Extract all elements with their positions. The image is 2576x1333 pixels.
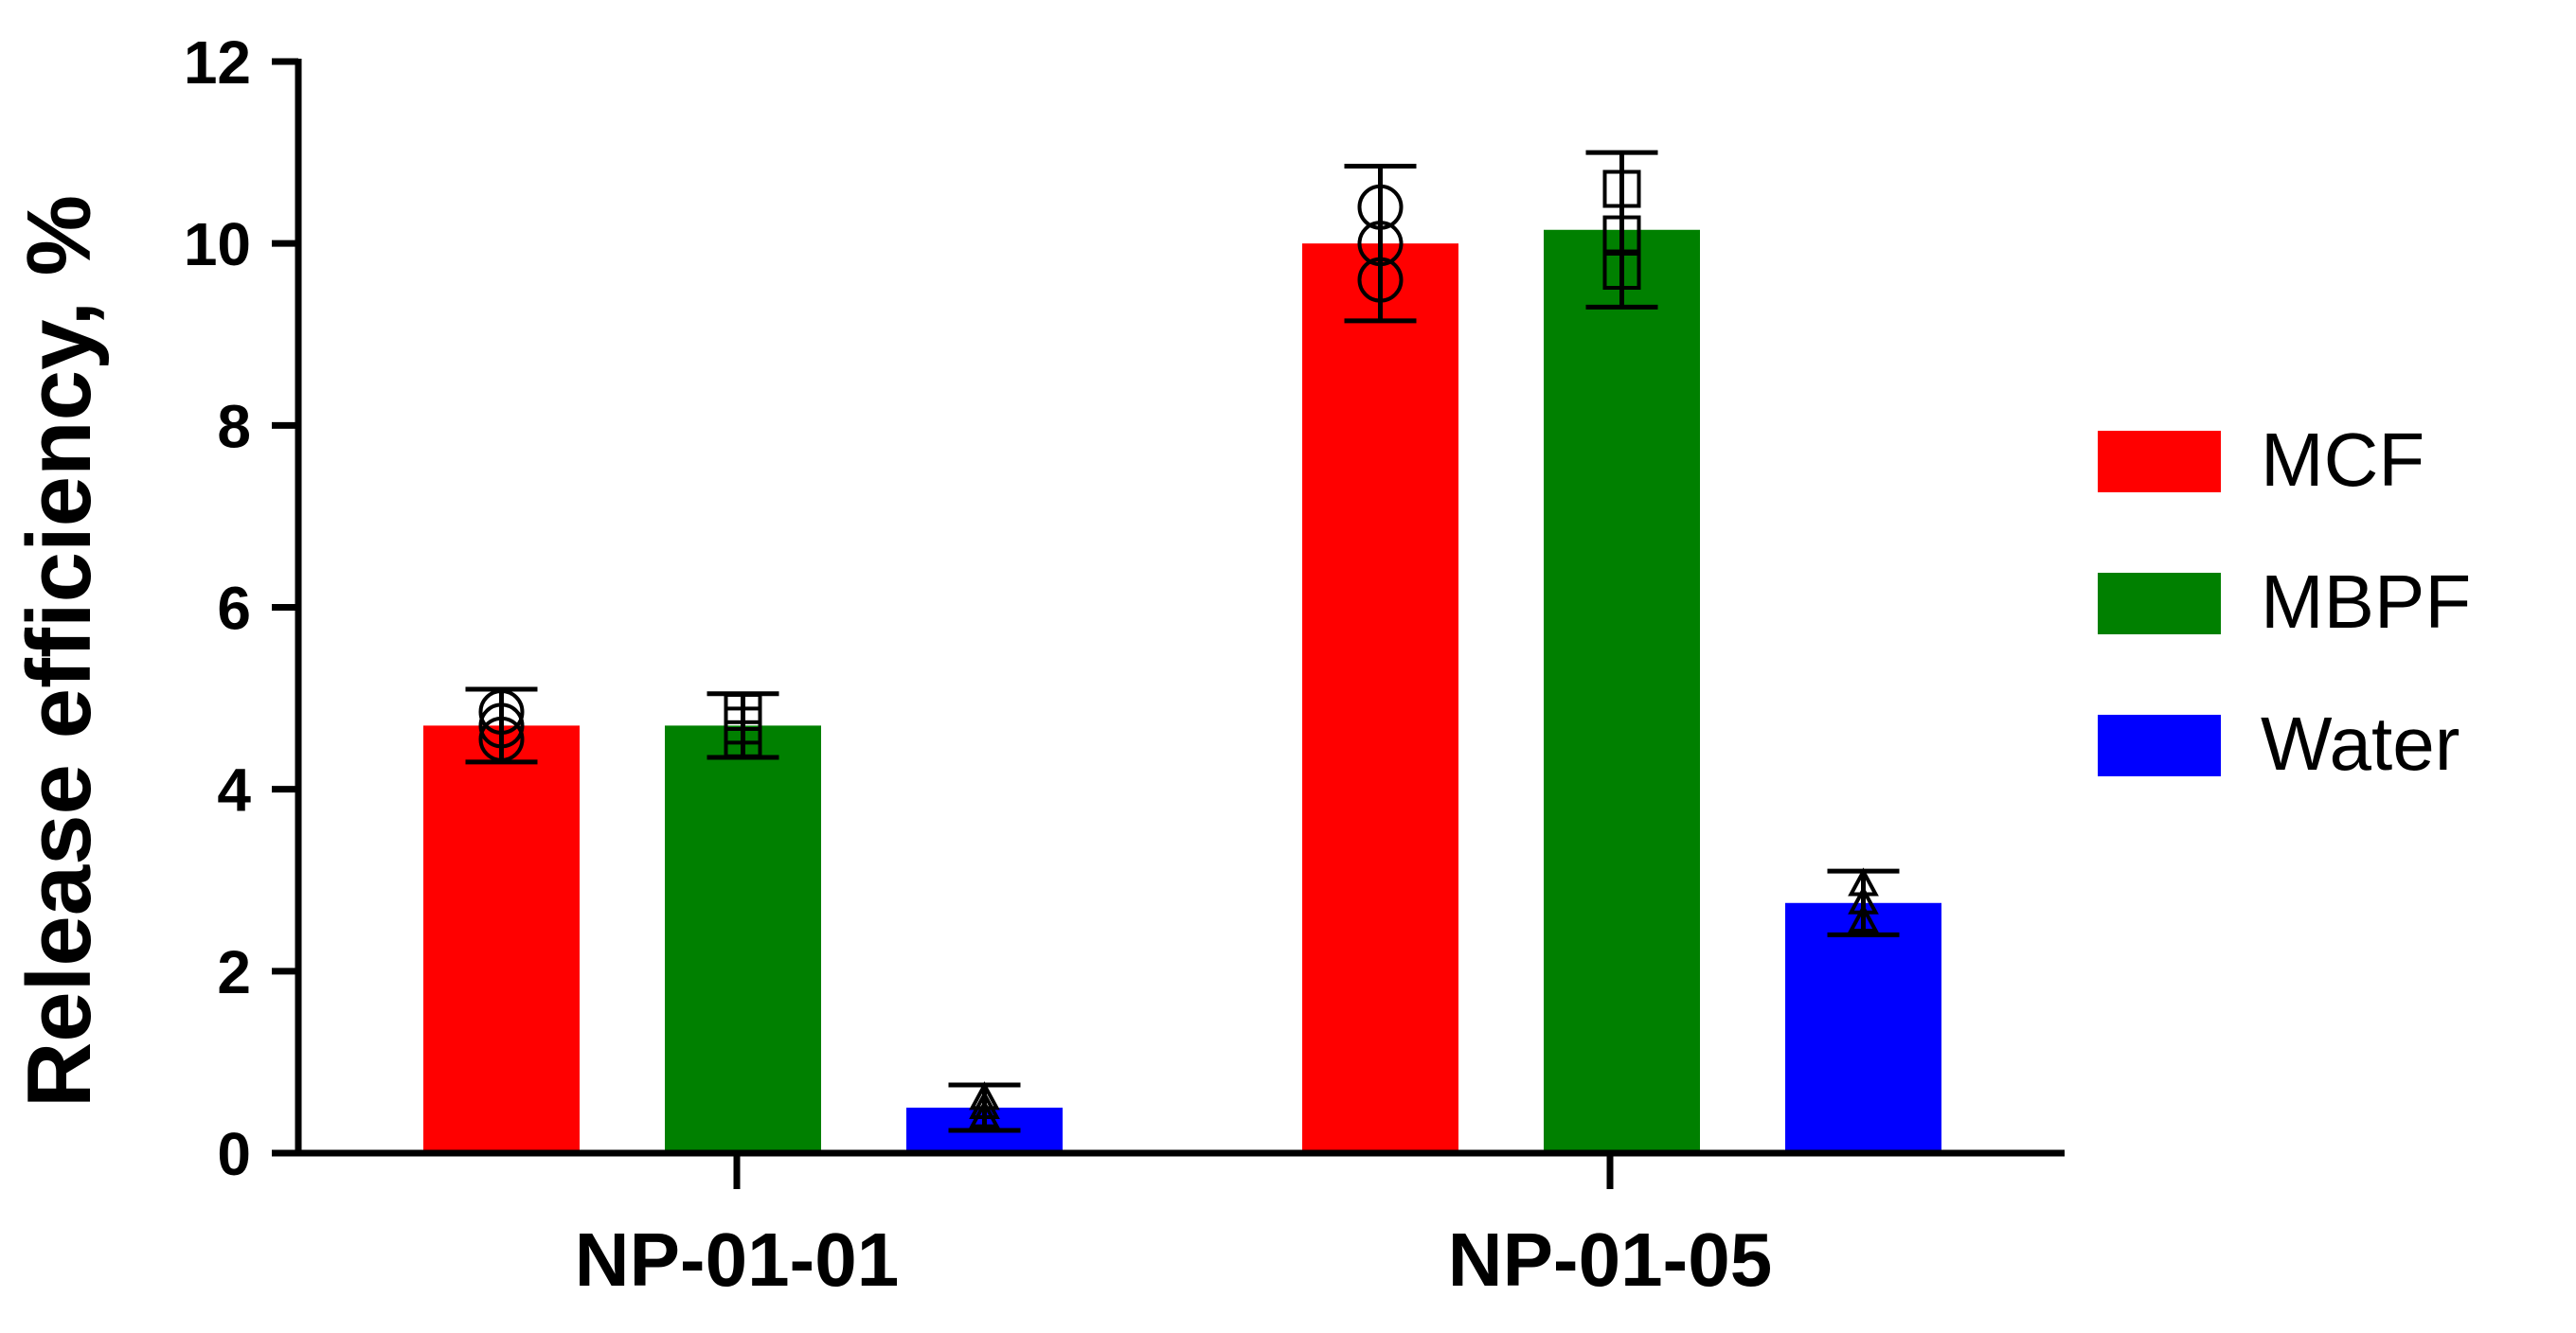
data-point-mbpf-np-01-05-3 xyxy=(1602,169,1641,208)
legend-swatch-mbpf xyxy=(2098,573,2221,634)
y-tick-label-6: 6 xyxy=(217,575,251,643)
data-point-water-np-01-05-1 xyxy=(1848,903,1879,933)
error-bar-mcf-np-01-05 xyxy=(1344,163,1417,324)
legend: MCF MBPF Water xyxy=(2098,418,2471,786)
legend-item-mcf: MCF xyxy=(2098,418,2424,502)
y-tick-label-4: 4 xyxy=(217,756,251,825)
y-tick-label-8: 8 xyxy=(217,392,251,460)
data-point-mcf-np-01-01-3 xyxy=(478,688,525,735)
y-tick-label-0: 0 xyxy=(217,1120,251,1188)
data-point-water-np-01-05-3 xyxy=(1848,867,1879,897)
data-point-water-np-01-01-2 xyxy=(969,1090,1000,1119)
legend-label-water: Water xyxy=(2261,702,2460,786)
bar-water-np-01-05 xyxy=(1785,902,1941,1153)
data-point-mbpf-np-01-05-1 xyxy=(1602,251,1641,290)
data-point-water-np-01-05-2 xyxy=(1848,885,1879,915)
legend-swatch-mcf xyxy=(2098,431,2221,492)
error-bar-mbpf-np-01-05 xyxy=(1585,150,1658,310)
data-point-mcf-np-01-05-1 xyxy=(1357,257,1404,303)
data-point-mcf-np-01-01-2 xyxy=(478,702,525,749)
y-tick-label-12: 12 xyxy=(184,28,251,97)
legend-item-mbpf: MBPF xyxy=(2098,560,2471,644)
data-point-mcf-np-01-05-3 xyxy=(1357,184,1404,230)
data-point-mbpf-np-01-05-2 xyxy=(1602,215,1641,254)
legend-swatch-water xyxy=(2098,715,2221,776)
data-point-water-np-01-01-3 xyxy=(969,1081,1000,1111)
data-point-mcf-np-01-05-2 xyxy=(1357,221,1404,267)
y-tick-label-2: 2 xyxy=(217,938,251,1006)
bar-mbpf-np-01-05 xyxy=(1544,229,1700,1154)
y-axis-title: Release efficiency, % xyxy=(9,195,110,1108)
y-tick-label-10: 10 xyxy=(184,210,251,278)
data-point-mbpf-np-01-01-3 xyxy=(724,692,762,731)
data-point-mcf-np-01-01-1 xyxy=(478,716,525,762)
bar-mcf-np-01-01 xyxy=(423,725,580,1153)
x-category-label-np-01-01: NP-01-01 xyxy=(575,1217,899,1302)
plot-area: 0 2 4 6 8 10 12 NP-01-01 NP-01-05 xyxy=(184,28,2065,1302)
error-bar-mcf-np-01-01 xyxy=(465,686,538,765)
legend-label-mcf: MCF xyxy=(2261,418,2424,502)
legend-label-mbpf: MBPF xyxy=(2261,560,2471,644)
legend-item-water: Water xyxy=(2098,702,2460,786)
x-category-label-np-01-05: NP-01-05 xyxy=(1448,1217,1772,1302)
bar-mbpf-np-01-01 xyxy=(665,725,821,1153)
data-point-water-np-01-01-1 xyxy=(969,1099,1000,1129)
bar-mcf-np-01-05 xyxy=(1302,243,1458,1154)
